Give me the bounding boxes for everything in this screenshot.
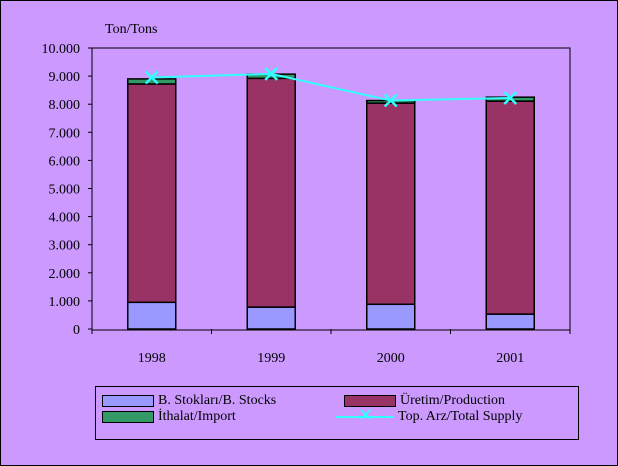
- series-line: [151, 72, 511, 102]
- bar-segment: [366, 303, 416, 330]
- bar-segment: [127, 83, 177, 304]
- bar-segment: [366, 102, 416, 306]
- legend-swatch-import: [102, 411, 154, 423]
- legend-label-total-supply: Top. Arz/Total Supply: [398, 409, 523, 424]
- bar-segment: [485, 100, 535, 315]
- data-point: [144, 70, 159, 85]
- bar-segment: [246, 77, 296, 308]
- y-tick-label: 9.000: [49, 70, 81, 85]
- data-point: [503, 91, 518, 105]
- legend-item-stocks: B. Stokları/B. Stocks: [102, 393, 276, 409]
- y-tick-label: 2.000: [49, 267, 81, 282]
- legend-item-production: Üretim/Production: [344, 393, 505, 409]
- x-tick-label: 2001: [496, 351, 524, 366]
- x-tick-label: 1998: [138, 351, 166, 366]
- y-axis-title: Ton/Tons: [105, 22, 158, 37]
- x-tick-label: 2000: [377, 351, 405, 366]
- y-tick-label: 0: [73, 323, 80, 338]
- y-tick-label: 1.000: [49, 295, 81, 310]
- legend-swatch-stocks: [102, 395, 154, 407]
- data-point: [383, 93, 398, 108]
- legend-label-production: Üretim/Production: [400, 393, 505, 408]
- y-tick-label: 3.000: [49, 239, 81, 254]
- y-tick-label: 6.000: [49, 154, 81, 169]
- x-tick-label: 1999: [257, 351, 285, 366]
- y-tick-label: 7.000: [49, 126, 81, 141]
- legend: B. Stokları/B. Stocks Üretim/Production …: [95, 386, 579, 440]
- bar-segment: [127, 78, 177, 85]
- legend-item-total-supply: ✕ Top. Arz/Total Supply: [336, 406, 523, 426]
- legend-line-total-supply: ✕: [336, 406, 394, 426]
- y-tick-label: 8.000: [49, 98, 81, 113]
- y-tick-label: 10.000: [42, 42, 81, 57]
- bar-segment: [246, 306, 296, 330]
- legend-item-import: İthalat/Import: [102, 409, 236, 425]
- y-tick-label: 5.000: [49, 183, 81, 198]
- legend-swatch-production: [344, 395, 396, 407]
- y-tick-label: 4.000: [49, 211, 81, 226]
- legend-label-import: İthalat/Import: [158, 409, 236, 424]
- bar-segment: [127, 301, 177, 330]
- bar-segment: [485, 313, 535, 330]
- data-point: [264, 66, 279, 81]
- legend-label-stocks: B. Stokları/B. Stocks: [158, 393, 277, 408]
